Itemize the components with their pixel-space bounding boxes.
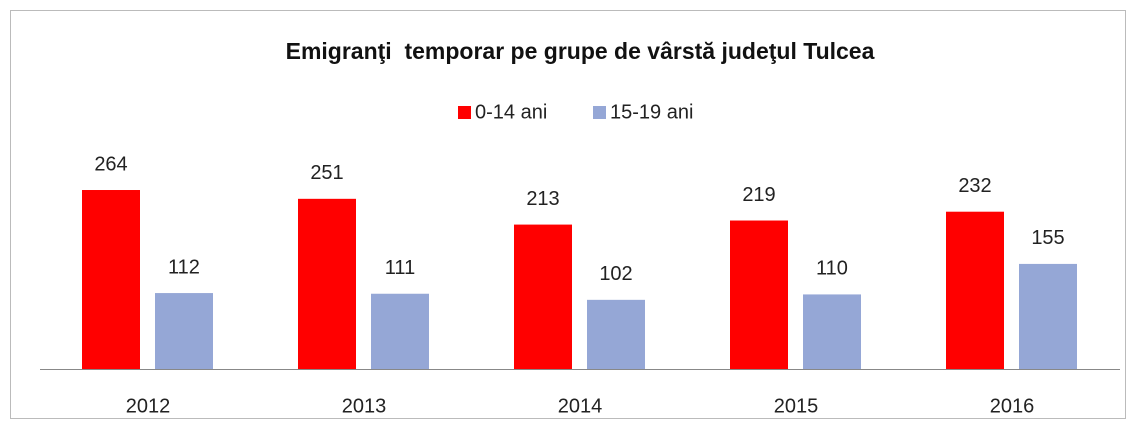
x-tick-label: 2012 xyxy=(126,395,171,417)
bar xyxy=(587,299,645,369)
data-label: 112 xyxy=(168,256,200,278)
data-label: 232 xyxy=(958,175,991,197)
data-label: 213 xyxy=(526,188,559,210)
data-label: 219 xyxy=(742,184,775,206)
x-tick-label: 2014 xyxy=(558,395,603,417)
x-tick-label: 2013 xyxy=(342,395,387,417)
bar xyxy=(1019,263,1077,369)
legend-label: 15-19 ani xyxy=(610,101,693,123)
data-label: 111 xyxy=(385,257,415,279)
bar xyxy=(298,198,356,369)
legend-swatch xyxy=(458,106,471,119)
chart-title: Emigranţi temporar pe grupe de vârstă ju… xyxy=(286,38,875,64)
x-tick-label: 2016 xyxy=(990,395,1035,417)
bar xyxy=(371,293,429,369)
bar xyxy=(82,190,140,369)
bar xyxy=(514,224,572,369)
bar xyxy=(803,294,861,369)
bar xyxy=(730,220,788,369)
legend-swatch xyxy=(593,106,606,119)
data-label: 264 xyxy=(94,153,127,175)
bar xyxy=(155,293,213,369)
bar xyxy=(946,211,1004,369)
data-label: 155 xyxy=(1031,227,1064,249)
data-label: 251 xyxy=(310,162,343,184)
data-label: 110 xyxy=(816,258,848,280)
x-tick-label: 2015 xyxy=(774,395,819,417)
legend-label: 0-14 ani xyxy=(475,101,547,123)
data-label: 102 xyxy=(599,263,632,285)
